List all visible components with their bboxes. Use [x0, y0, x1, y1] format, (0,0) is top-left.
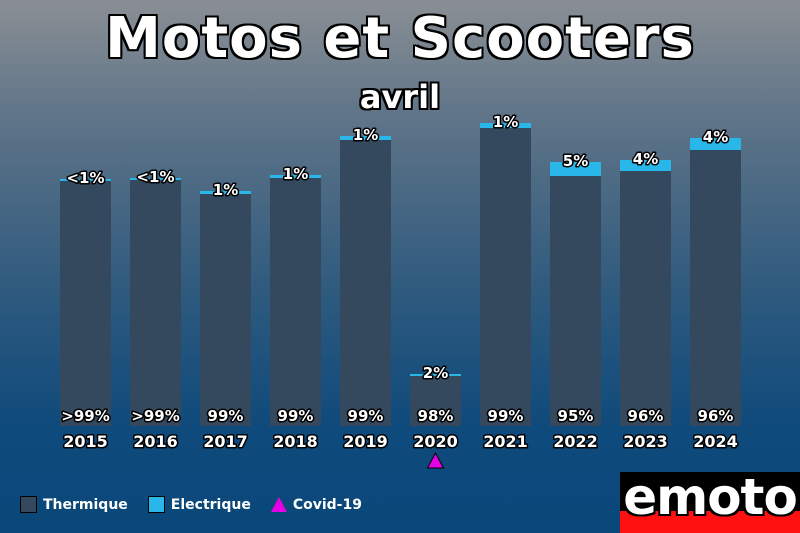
- legend-swatch-thermique: [20, 496, 37, 513]
- bar-electrique-2017: [200, 191, 251, 194]
- chart-legend: Thermique Electrique Covid-19: [20, 496, 382, 513]
- legend-item-covid: Covid-19: [270, 496, 362, 513]
- bar-thermique-2023: [620, 171, 671, 426]
- x-tick-2024: 2024: [693, 432, 738, 451]
- bar-electrique-2018: [270, 175, 321, 178]
- x-tick-2019: 2019: [343, 432, 388, 451]
- label-thermique-2019: 99%: [348, 407, 384, 425]
- label-thermique-2020: 98%: [418, 407, 454, 425]
- label-electrique-2021: 1%: [493, 113, 518, 131]
- bar-electrique-2015: [60, 179, 111, 181]
- legend-label-electrique: Electrique: [170, 496, 251, 513]
- label-electrique-2017: 1%: [213, 181, 238, 199]
- bar-thermique-2024: [690, 150, 741, 426]
- bar-thermique-2019: [340, 140, 391, 426]
- bar-thermique-2015: [60, 181, 111, 426]
- label-thermique-2023: 96%: [628, 407, 664, 425]
- bar-electrique-2016: [130, 178, 181, 180]
- chart-subtitle: avril: [359, 78, 441, 116]
- emoto-logo: emoto: [620, 472, 800, 533]
- bar-electrique-2021: [480, 123, 531, 128]
- label-electrique-2024: 4%: [703, 128, 728, 146]
- label-electrique-2015: <1%: [66, 169, 104, 187]
- label-thermique-2018: 99%: [278, 407, 314, 425]
- bar-thermique-2016: [130, 180, 181, 426]
- legend-label-thermique: Thermique: [43, 496, 128, 513]
- bar-electrique-2022: [550, 162, 601, 176]
- label-electrique-2019: 1%: [353, 126, 378, 144]
- x-tick-2017: 2017: [203, 432, 248, 451]
- label-thermique-2016: >99%: [131, 407, 179, 425]
- x-tick-2022: 2022: [553, 432, 598, 451]
- bar-electrique-2020: [410, 374, 461, 376]
- logo-wordmark: emoto: [623, 472, 798, 526]
- bar-electrique-2023: [620, 160, 671, 171]
- x-tick-2015: 2015: [63, 432, 108, 451]
- bar-thermique-2021: [480, 128, 531, 426]
- label-thermique-2024: 96%: [698, 407, 734, 425]
- label-electrique-2023: 4%: [633, 150, 658, 168]
- label-thermique-2021: 99%: [488, 407, 524, 425]
- bar-thermique-2017: [200, 194, 251, 426]
- label-electrique-2020: 2%: [423, 364, 448, 382]
- legend-swatch-electrique: [147, 496, 165, 513]
- covid-marker-2020: [426, 451, 445, 469]
- label-electrique-2016: <1%: [136, 168, 174, 186]
- legend-item-thermique: Thermique: [20, 496, 128, 513]
- x-tick-2020: 2020: [413, 432, 458, 451]
- bar-thermique-2020: [410, 376, 461, 426]
- label-electrique-2022: 5%: [563, 152, 588, 170]
- legend-label-covid: Covid-19: [292, 496, 362, 513]
- bar-thermique-2022: [550, 176, 601, 426]
- bar-electrique-2019: [340, 136, 391, 140]
- bar-electrique-2024: [690, 138, 741, 150]
- x-tick-2021: 2021: [483, 432, 528, 451]
- label-electrique-2018: 1%: [283, 165, 308, 183]
- chart-title: Motos et Scooters: [105, 6, 695, 71]
- triangle-icon: [270, 497, 287, 512]
- label-thermique-2022: 95%: [558, 407, 594, 425]
- bar-thermique-2018: [270, 178, 321, 426]
- legend-item-electrique: Electrique: [147, 496, 251, 513]
- logo-red-band: [620, 511, 800, 533]
- x-tick-2016: 2016: [133, 432, 178, 451]
- label-thermique-2017: 99%: [208, 407, 244, 425]
- x-tick-2023: 2023: [623, 432, 668, 451]
- label-thermique-2015: >99%: [61, 407, 109, 425]
- x-tick-2018: 2018: [273, 432, 318, 451]
